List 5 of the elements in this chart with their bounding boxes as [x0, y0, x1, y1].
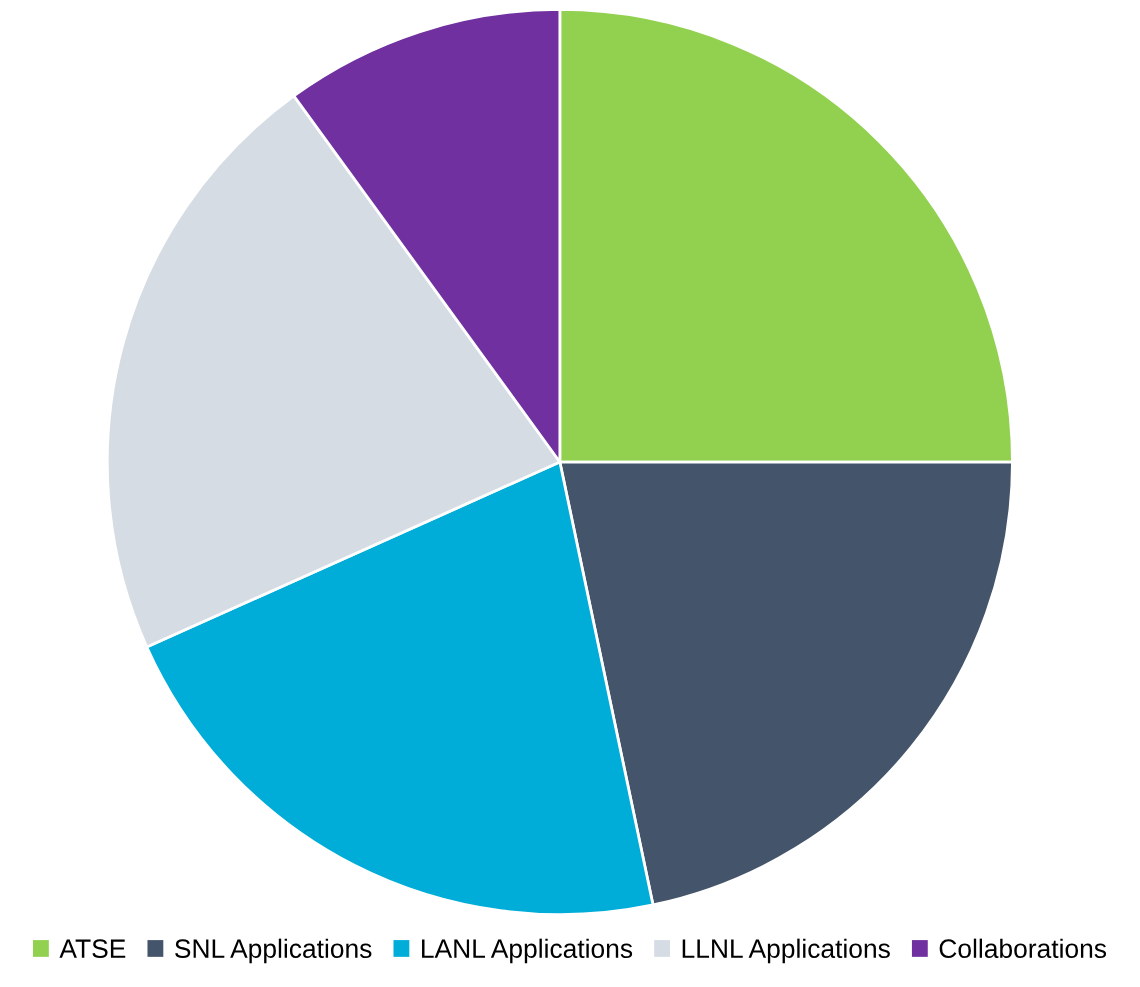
legend-label: Collaborations: [939, 938, 1107, 959]
legend-label: LLNL Applications: [682, 938, 890, 964]
legend-label: SNL Applications: [175, 938, 372, 964]
legend-label: ATSE: [59, 939, 126, 959]
legend-label: LANL Applications: [422, 938, 633, 964]
